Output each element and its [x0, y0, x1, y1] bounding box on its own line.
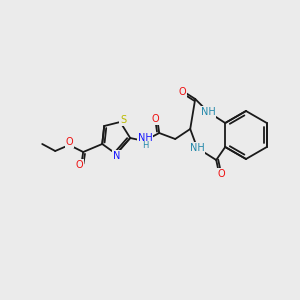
Text: O: O [152, 114, 159, 124]
Text: NH: NH [138, 133, 153, 143]
Text: NH: NH [190, 143, 205, 153]
Text: H: H [142, 142, 148, 151]
Text: N: N [112, 151, 120, 161]
Text: S: S [120, 115, 126, 125]
Text: O: O [178, 87, 186, 97]
Text: O: O [218, 169, 225, 179]
Text: O: O [75, 160, 83, 170]
Text: NH: NH [201, 107, 216, 117]
Text: O: O [65, 137, 73, 147]
